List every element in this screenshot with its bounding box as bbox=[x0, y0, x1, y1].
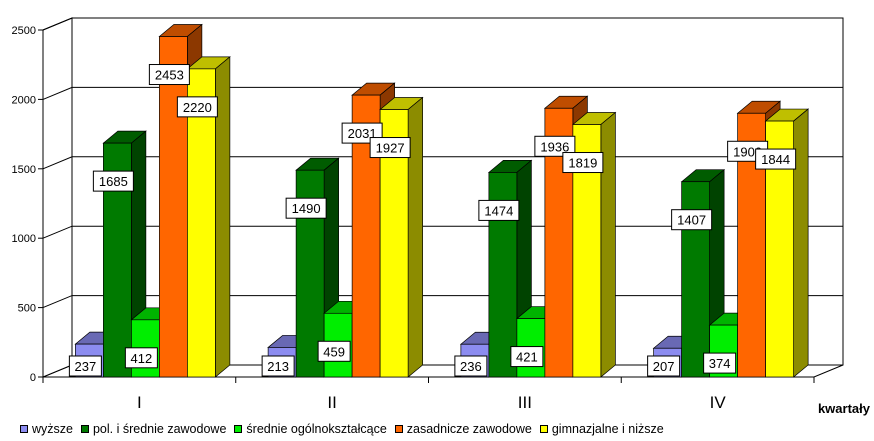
legend-label: gimnazjalne i niższe bbox=[551, 422, 664, 436]
legend-item: pol. i średnie zawodowe bbox=[80, 422, 227, 436]
y-tick-label: 2000 bbox=[12, 94, 36, 106]
data-label: 1936 bbox=[540, 139, 569, 154]
data-label-box bbox=[647, 355, 681, 377]
bars bbox=[74, 23, 810, 378]
x-axis: I II III IV bbox=[42, 376, 815, 412]
y-tick-label: 0 bbox=[30, 372, 36, 384]
data-label: 374 bbox=[709, 356, 731, 371]
data-label-box bbox=[478, 199, 520, 221]
data-label: 459 bbox=[323, 344, 345, 359]
x-tick-label: I bbox=[137, 393, 142, 412]
data-label-box bbox=[369, 137, 411, 159]
data-label: 1490 bbox=[292, 201, 321, 216]
data-label-box bbox=[148, 64, 190, 86]
y-tick-label: 1500 bbox=[12, 164, 36, 176]
data-label-box bbox=[703, 352, 737, 374]
data-label: 1844 bbox=[761, 152, 790, 167]
y-tick-label: 1000 bbox=[12, 233, 36, 245]
gridline bbox=[42, 17, 843, 31]
y-tick-label: 2500 bbox=[12, 25, 36, 37]
legend-label: zasadnicze zawodowe bbox=[406, 422, 532, 436]
data-label-box bbox=[92, 170, 134, 192]
data-label: 1407 bbox=[677, 213, 706, 228]
data-label-box bbox=[176, 96, 218, 118]
side-wall bbox=[42, 17, 73, 378]
legend-swatch bbox=[80, 425, 89, 433]
legend-item: zasadnicze zawodowe bbox=[394, 422, 532, 436]
legend-swatch bbox=[394, 425, 403, 433]
data-label-box bbox=[285, 197, 327, 219]
data-label: 207 bbox=[653, 359, 675, 374]
data-label: 237 bbox=[75, 359, 97, 374]
legend-item: gimnazjalne i niższe bbox=[539, 422, 664, 436]
data-label-box bbox=[261, 355, 295, 377]
legend-swatch bbox=[539, 425, 548, 433]
data-label-box bbox=[124, 347, 158, 369]
legend-swatch bbox=[234, 425, 243, 433]
gridline bbox=[42, 86, 843, 100]
data-label: 1900 bbox=[733, 144, 762, 159]
data-label: 412 bbox=[131, 351, 153, 366]
legend-label: pol. i średnie zawodowe bbox=[92, 422, 227, 436]
x-tick-label: II bbox=[327, 393, 336, 412]
y-axis: 0 500 1000 1500 2000 2500 bbox=[12, 25, 44, 384]
bar bbox=[187, 68, 216, 378]
legend-label: wyższe bbox=[32, 422, 73, 436]
data-label: 236 bbox=[460, 359, 482, 374]
data-label: 1474 bbox=[484, 203, 513, 218]
data-label-box bbox=[68, 355, 102, 377]
data-label: 1927 bbox=[376, 141, 405, 156]
legend: wyższe pol. i średnie zawodowe średnie ogó… bbox=[20, 420, 870, 438]
x-axis-title: kwartały bbox=[818, 401, 871, 416]
legend-swatch bbox=[20, 425, 28, 433]
data-label: 213 bbox=[267, 359, 289, 374]
data-label-box bbox=[454, 355, 488, 377]
legend-item: wyższe bbox=[20, 422, 73, 436]
y-tick-label: 500 bbox=[18, 303, 36, 315]
data-label: 421 bbox=[516, 350, 538, 365]
data-label-box bbox=[317, 340, 351, 362]
legend-label: średnie ogólnokształcące bbox=[246, 422, 387, 436]
x-tick-label: IV bbox=[710, 393, 727, 412]
bar bbox=[159, 36, 188, 378]
data-label: 2453 bbox=[155, 68, 184, 83]
x-tick-label: III bbox=[518, 393, 532, 412]
data-label: 2220 bbox=[183, 100, 212, 115]
data-label-box bbox=[510, 346, 544, 368]
data-label-box bbox=[755, 148, 797, 170]
data-label: 1819 bbox=[568, 156, 597, 171]
data-label: 2031 bbox=[348, 126, 377, 141]
legend-item: średnie ogólnokształcące bbox=[234, 422, 387, 436]
data-label-box bbox=[671, 209, 713, 231]
data-label: 1685 bbox=[99, 174, 128, 189]
data-label-box bbox=[562, 152, 604, 174]
data-label-box bbox=[534, 135, 576, 157]
